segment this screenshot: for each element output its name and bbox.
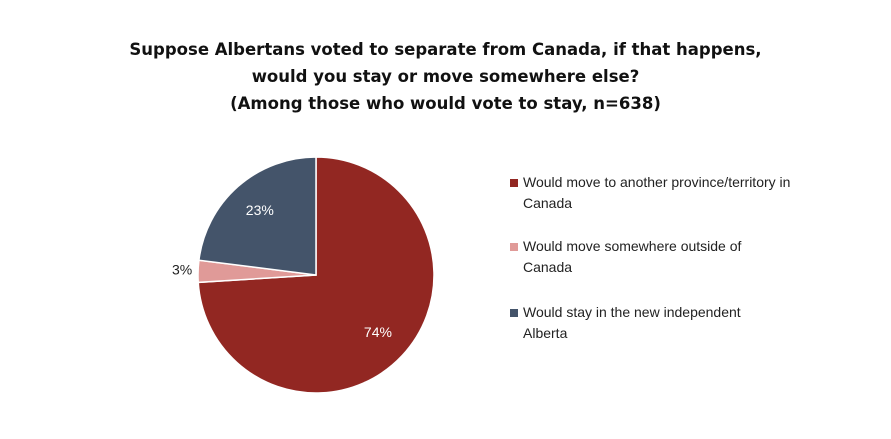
pie-slice bbox=[198, 156, 317, 276]
legend-swatch bbox=[510, 179, 518, 187]
data-label: 74% bbox=[364, 324, 392, 340]
legend-swatch bbox=[510, 243, 518, 251]
legend-label: Would move somewhere outside of Canada bbox=[523, 238, 742, 275]
legend-label: Would move to another province/territory… bbox=[523, 174, 791, 211]
legend-label: Would stay in the new independent Albert… bbox=[523, 304, 741, 341]
chart-title: would you stay or move somewhere else? bbox=[251, 67, 640, 86]
data-label: 23% bbox=[246, 202, 274, 218]
chart-subtitle: (Among those who would vote to stay, n=6… bbox=[230, 94, 661, 113]
data-label: 3% bbox=[172, 261, 192, 277]
chart-title: Suppose Albertans voted to separate from… bbox=[129, 40, 762, 59]
legend-swatch bbox=[510, 309, 518, 317]
